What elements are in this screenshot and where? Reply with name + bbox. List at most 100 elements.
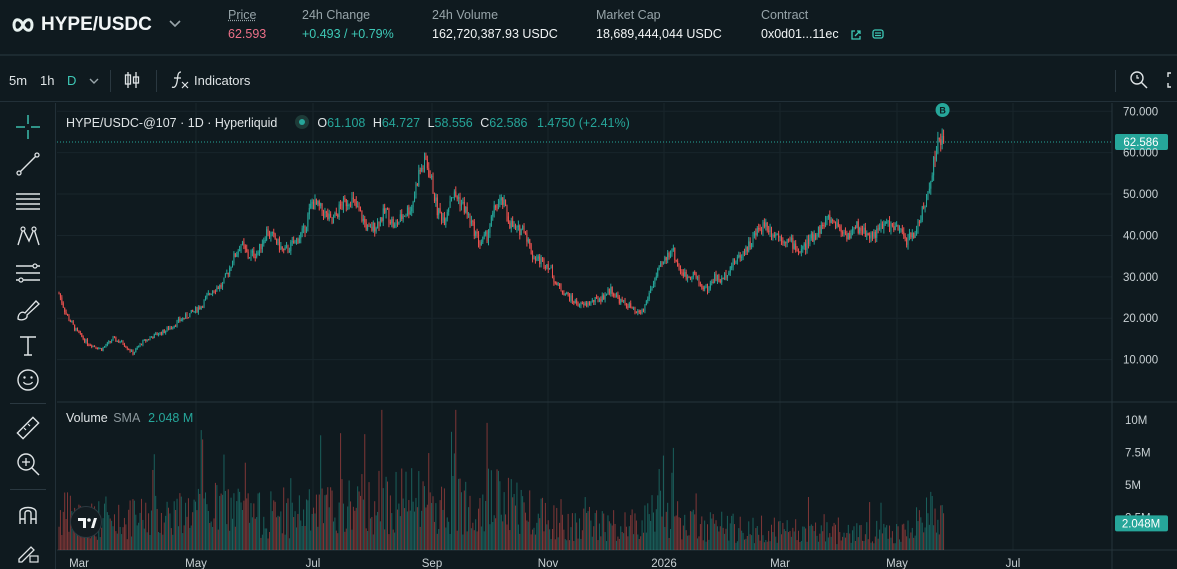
magnet-icon[interactable] bbox=[14, 500, 42, 528]
candle-body bbox=[179, 318, 181, 321]
visibility-toggle-icon[interactable] bbox=[295, 115, 310, 129]
candle-body bbox=[213, 290, 215, 292]
candle-body bbox=[736, 257, 738, 262]
volume-bar bbox=[826, 522, 828, 550]
candle-body bbox=[933, 156, 935, 176]
copy-icon[interactable] bbox=[872, 28, 884, 40]
emoji-icon[interactable] bbox=[14, 366, 42, 394]
ruler-icon[interactable] bbox=[14, 414, 42, 442]
candle-type-icon[interactable] bbox=[123, 71, 141, 89]
price-chart[interactable]: 62.586 B 70.000 60.000 50.000 40.000 30.000 20.… bbox=[57, 103, 1177, 569]
volume-bar bbox=[601, 511, 603, 550]
crosshair-icon[interactable] bbox=[14, 113, 42, 141]
volume-bar bbox=[736, 541, 738, 550]
candle-body bbox=[643, 309, 645, 311]
candle-body bbox=[438, 208, 440, 216]
lock-drawing-icon[interactable] bbox=[14, 537, 42, 565]
volume-bar bbox=[287, 498, 289, 550]
interval-chevron-icon[interactable] bbox=[89, 77, 99, 85]
candle-body bbox=[914, 235, 916, 238]
volume-bar bbox=[533, 527, 535, 550]
volume-bar bbox=[328, 507, 330, 550]
candle-body bbox=[350, 204, 352, 206]
interval-1h-button[interactable]: 1h bbox=[40, 73, 55, 88]
chevron-down-icon[interactable] bbox=[168, 19, 182, 29]
indicators-icon[interactable] bbox=[171, 70, 189, 90]
volume-bar bbox=[116, 533, 118, 550]
volume-bar bbox=[877, 538, 879, 550]
candle-body bbox=[684, 271, 686, 277]
candle-body bbox=[291, 241, 293, 243]
contract-value[interactable]: 0x0d01...11ec bbox=[761, 27, 839, 41]
candle-body bbox=[852, 229, 854, 231]
indicators-button[interactable]: Indicators bbox=[194, 73, 251, 88]
candle-body bbox=[762, 222, 764, 232]
candle-body bbox=[310, 203, 312, 208]
volume-bar bbox=[571, 513, 573, 550]
text-tool-icon[interactable] bbox=[14, 331, 42, 359]
legend-close-key: C bbox=[480, 116, 490, 130]
volume-bar bbox=[402, 498, 404, 550]
candle-body bbox=[766, 222, 768, 231]
volume-bar bbox=[628, 526, 630, 550]
fullscreen-icon[interactable] bbox=[1166, 71, 1177, 89]
candle-body bbox=[583, 303, 585, 305]
candle-body bbox=[337, 214, 339, 218]
candle-body bbox=[911, 232, 913, 238]
interval-5m-button[interactable]: 5m bbox=[9, 73, 28, 88]
candle-body bbox=[152, 336, 154, 339]
candle-body bbox=[182, 317, 184, 321]
candle-body bbox=[207, 293, 209, 296]
volume-bar bbox=[852, 530, 854, 550]
interval-d-button[interactable]: D bbox=[67, 73, 77, 88]
legend-close-value: 62.586 bbox=[489, 116, 528, 130]
candle-body bbox=[685, 271, 687, 279]
volume-bar bbox=[152, 469, 154, 550]
candle-body bbox=[149, 337, 151, 340]
volume-bar bbox=[369, 518, 371, 550]
candle-body bbox=[409, 211, 411, 215]
candle-body bbox=[786, 239, 788, 244]
zoom-in-icon[interactable] bbox=[14, 450, 42, 478]
zoom-search-icon[interactable] bbox=[1129, 70, 1149, 90]
candle-body bbox=[569, 295, 571, 301]
fib-retracement-icon[interactable] bbox=[14, 259, 42, 287]
volume-bar bbox=[448, 521, 450, 550]
candle-body bbox=[620, 299, 622, 304]
candle-body bbox=[886, 222, 888, 224]
volume-bar bbox=[819, 533, 821, 550]
volume-bar bbox=[809, 525, 811, 550]
candle-body bbox=[825, 220, 827, 226]
volume-bar bbox=[149, 534, 151, 550]
volume-bar bbox=[564, 539, 566, 550]
volume-bar bbox=[64, 492, 66, 550]
candle-body bbox=[166, 327, 168, 332]
candle-body bbox=[378, 221, 380, 227]
volume-bar bbox=[352, 506, 354, 550]
candle-body bbox=[644, 305, 646, 311]
candle-body bbox=[286, 245, 288, 247]
candle-body bbox=[445, 218, 447, 226]
volume-bar bbox=[614, 523, 616, 550]
volume-bar bbox=[560, 499, 562, 550]
candle-body bbox=[150, 336, 152, 338]
tradingview-logo[interactable] bbox=[70, 506, 102, 538]
candle-body bbox=[300, 232, 302, 239]
volume-bar bbox=[307, 500, 309, 550]
horizontal-lines-icon[interactable] bbox=[14, 187, 42, 215]
candle-body bbox=[247, 251, 249, 258]
candle-body bbox=[505, 199, 507, 207]
pair-selector[interactable]: HYPE/USDC bbox=[41, 14, 152, 35]
candle-body bbox=[458, 197, 460, 199]
trend-line-icon[interactable] bbox=[14, 150, 42, 178]
candle-body bbox=[276, 239, 278, 244]
external-link-icon[interactable] bbox=[850, 29, 862, 41]
candle-body bbox=[395, 222, 397, 225]
candle-body bbox=[189, 313, 191, 318]
candle-body bbox=[270, 232, 272, 237]
pattern-icon[interactable] bbox=[14, 223, 42, 251]
volume-bar bbox=[830, 536, 832, 550]
brush-icon[interactable] bbox=[14, 295, 42, 323]
volume-bar bbox=[805, 528, 807, 550]
candle-body bbox=[913, 232, 915, 238]
